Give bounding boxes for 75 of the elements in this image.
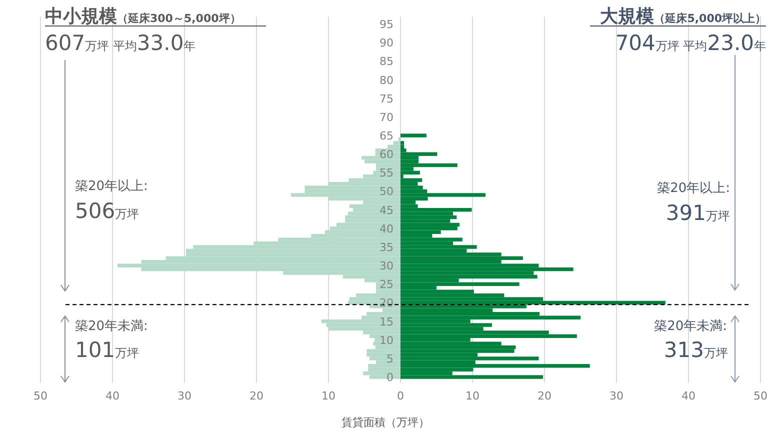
annotation: 607万坪 平均33.0年 [45, 31, 196, 55]
y-tick-label: 65 [380, 130, 394, 143]
y-tick-label: 15 [380, 315, 394, 328]
bar [400, 349, 514, 353]
x-tick-label: 20 [250, 390, 264, 403]
bar [368, 364, 400, 368]
annotation: 391万坪 [666, 201, 730, 225]
annotation: 506万坪 [75, 199, 140, 223]
y-tick-label: 35 [380, 240, 394, 254]
bar [400, 141, 404, 145]
y-tick-label: 5 [386, 352, 394, 366]
y-tick-label: 95 [380, 18, 394, 32]
annotation: 築20年以上: [75, 179, 148, 194]
y-tick-label: 40 [380, 222, 394, 236]
bar [364, 160, 400, 164]
x-tick-label: 30 [178, 390, 192, 403]
bar [366, 349, 400, 353]
y-tick-label: 85 [380, 55, 394, 68]
bar [400, 282, 520, 286]
bar [349, 204, 400, 208]
bar [400, 323, 492, 327]
bar [400, 256, 523, 260]
annotation: 313万坪 [664, 338, 728, 362]
x-tick-label: 30 [610, 390, 624, 403]
bar [400, 238, 462, 242]
annotation: 築20年未満: [654, 319, 727, 334]
x-tick-label: 0 [397, 390, 404, 403]
bar [400, 226, 458, 230]
x-tick-label: 50 [34, 390, 48, 403]
y-tick-label: 90 [380, 36, 394, 50]
bar [400, 245, 477, 249]
annotation: 大規模（延床5,000坪以上） [599, 6, 766, 27]
bar [400, 208, 472, 212]
y-tick-label: 10 [380, 334, 394, 347]
x-tick-label: 40 [106, 390, 120, 403]
annotation: 築20年未満: [75, 319, 148, 334]
y-tick-label: 50 [380, 185, 394, 198]
annotation: 704万坪 平均23.0年 [615, 31, 766, 55]
x-axis-title: 賃貸面積（万坪） [342, 416, 430, 429]
bar [400, 356, 539, 360]
y-tick-label: 25 [380, 278, 394, 292]
y-tick-label: 80 [380, 74, 394, 87]
y-tick-label: 70 [380, 110, 394, 124]
bar [400, 134, 426, 138]
bar [400, 144, 404, 149]
bar [400, 375, 544, 379]
bar [400, 152, 438, 156]
y-tick-label: 75 [380, 92, 394, 106]
bar [400, 215, 457, 220]
bar [400, 193, 486, 197]
bar [400, 274, 538, 279]
x-tick-label: 10 [466, 390, 480, 403]
bar [400, 170, 420, 175]
y-tick-label: 45 [380, 204, 394, 217]
annotation: 中小規模（延床300～5,000坪） [45, 6, 241, 27]
bar [400, 267, 574, 272]
y-tick-label: 60 [380, 148, 394, 162]
x-tick-label: 50 [754, 390, 768, 403]
y-tick-label: 30 [380, 260, 394, 273]
bar [400, 186, 423, 190]
bar [400, 163, 458, 168]
y-tick-label: 55 [380, 166, 394, 180]
x-tick-label: 40 [682, 390, 696, 403]
bar [400, 178, 422, 182]
annotation: 築20年以上: [657, 181, 730, 196]
bar [400, 316, 580, 320]
bar [345, 215, 400, 220]
bar [400, 334, 577, 338]
bar [400, 222, 460, 227]
bar [400, 364, 590, 368]
x-tick-label: 20 [538, 390, 552, 403]
x-tick-label: 10 [322, 390, 336, 403]
annotation: 101万坪 [75, 338, 140, 362]
bar [328, 326, 400, 331]
bar [400, 345, 516, 350]
